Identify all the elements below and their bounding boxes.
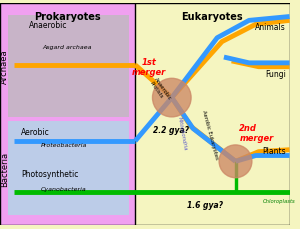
Text: Asgard archaea: Asgard archaea bbox=[43, 44, 92, 49]
Text: 2nd
merger: 2nd merger bbox=[239, 123, 274, 142]
Text: Animals: Animals bbox=[255, 23, 286, 32]
Text: Bacteria: Bacteria bbox=[0, 151, 9, 186]
Text: Prokaryotes: Prokaryotes bbox=[34, 12, 101, 22]
Text: Plants: Plants bbox=[262, 146, 286, 155]
Text: Chloroplasts: Chloroplasts bbox=[262, 198, 295, 203]
Text: Aerobic: Aerobic bbox=[21, 127, 50, 136]
Text: Archaea: Archaea bbox=[0, 49, 9, 84]
Bar bbox=[0, 4, 135, 225]
Text: Eukaryotes: Eukaryotes bbox=[182, 12, 243, 22]
Circle shape bbox=[152, 79, 191, 117]
Bar bbox=[8, 121, 129, 215]
Circle shape bbox=[219, 145, 252, 178]
Text: Cyanobacteria: Cyanobacteria bbox=[40, 187, 86, 191]
Text: Aerobic Eukaryotes: Aerobic Eukaryotes bbox=[201, 110, 219, 160]
Text: Photosynthetic: Photosynthetic bbox=[21, 169, 79, 178]
Text: 1st
merger: 1st merger bbox=[131, 58, 166, 77]
Text: Anaerobic
Protists: Anaerobic Protists bbox=[148, 76, 173, 104]
Text: Fungi: Fungi bbox=[265, 69, 286, 78]
Text: Proteobacteria: Proteobacteria bbox=[40, 142, 87, 147]
Text: 1.6 gya?: 1.6 gya? bbox=[187, 200, 223, 209]
Text: Anaerobic: Anaerobic bbox=[29, 21, 68, 30]
Bar bbox=[8, 16, 129, 117]
Text: 2.2 gya?: 2.2 gya? bbox=[152, 125, 188, 134]
Text: Mitochondria: Mitochondria bbox=[177, 115, 188, 150]
